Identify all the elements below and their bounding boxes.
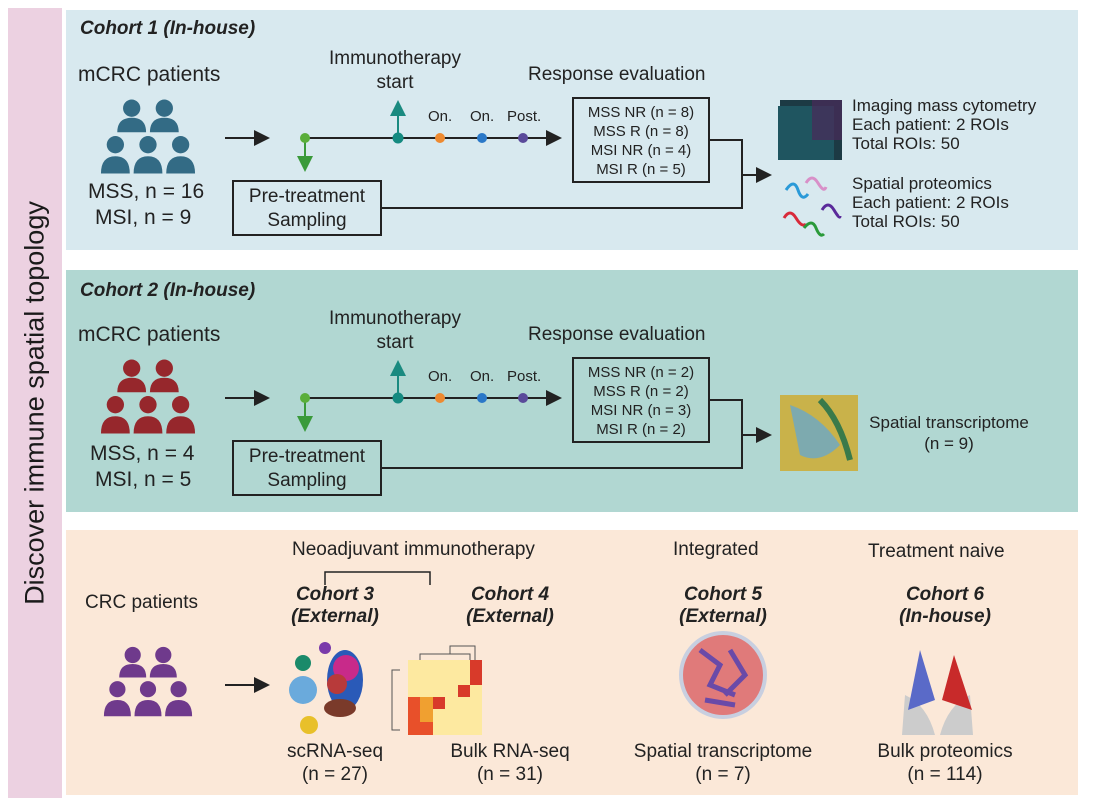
cohort5-title: Cohort 5 (External) (658, 584, 788, 628)
volcano-plot (902, 650, 973, 735)
n: (n = 7) (695, 764, 751, 785)
n: (n = 114) (907, 764, 983, 785)
sampling-label: Sampling (267, 210, 347, 231)
cohort5-label: Spatial transcriptome (n = 7) (618, 740, 828, 786)
label: Bulk proteomics (877, 741, 1013, 762)
immuno-start-label: Immunotherapy start (315, 47, 475, 95)
pre-label: Pre-treatment (248, 186, 366, 207)
bottom-panel (66, 530, 1078, 795)
neo-label: Neoadjuvant immunotherapy (292, 539, 535, 560)
label: scRNA-seq (286, 741, 384, 762)
naive-label: Treatment naive (868, 541, 1005, 562)
response-groups-box: MSS NR (n = 8) MSS R (n = 8) MSI NR (n = 4… (572, 97, 710, 183)
on2: On. (470, 368, 495, 385)
on1: On. (428, 368, 453, 385)
cohort2-patients: mCRC patients (78, 323, 221, 346)
title: Cohort 6 (905, 584, 985, 605)
pre-label: Pre-treatment (248, 446, 366, 467)
label: Bulk RNA-seq (450, 741, 570, 762)
bottom-flow (103, 571, 973, 735)
group: MSS NR (n = 2) (587, 364, 695, 381)
sampling-label: Sampling (267, 470, 347, 491)
group: MSS R (n = 8) (593, 123, 689, 140)
sp-text: Spatial proteomics Each patient: 2 ROIs To… (852, 174, 1009, 231)
imc-text: Imaging mass cytometry Each patient: 2 RO… (852, 96, 1036, 153)
cohort1-patients: mCRC patients (78, 63, 221, 86)
group: MSS NR (n = 8) (587, 104, 695, 121)
heatmap (391, 645, 482, 735)
sp-line: Each patient: 2 ROIs (852, 193, 1009, 212)
title: Cohort 5 (683, 584, 763, 605)
cohort1-mss: MSS, n = 16 (88, 180, 205, 203)
title: Cohort 4 (470, 584, 550, 605)
group: MSI NR (n = 3) (590, 402, 692, 419)
cohort6-title: Cohort 6 (In-house) (880, 584, 1010, 628)
label: Spatial transcriptome (633, 741, 813, 762)
cohort1-flow (100, 99, 842, 237)
start-label: start (376, 72, 414, 93)
spatial-spot-plot (679, 631, 767, 719)
group: MSS R (n = 2) (593, 383, 689, 400)
patients-icon (100, 99, 196, 174)
cohort2-mss: MSS, n = 4 (90, 442, 195, 465)
sp-line: Spatial proteomics (852, 174, 992, 193)
cohort4-label: Bulk RNA-seq (n = 31) (430, 740, 590, 786)
immuno-label: Immunotherapy (328, 308, 461, 329)
pretreatment-box: Pre-treatment Sampling (232, 180, 382, 236)
cohort3-title: Cohort 3 (External) (270, 584, 400, 628)
cohort1-msi: MSI, n = 9 (95, 206, 192, 229)
sub: (In-house) (899, 606, 991, 627)
patients-icon (100, 359, 196, 434)
n: (n = 31) (476, 764, 543, 785)
group: MSI R (n = 5) (596, 161, 686, 178)
title: Cohort 3 (295, 584, 375, 605)
cohort4-title: Cohort 4 (External) (445, 584, 575, 628)
response-groups-box: MSS NR (n = 2) MSS R (n = 2) MSI NR (n = 3… (572, 357, 710, 443)
start-label: start (376, 332, 414, 353)
crc-patients: CRC patients (85, 592, 198, 613)
immuno-label: Immunotherapy (328, 48, 461, 69)
immuno-start-label: Immunotherapy start (315, 307, 475, 355)
imc-line: Imaging mass cytometry (852, 96, 1037, 115)
sub: (External) (291, 606, 379, 627)
pretreatment-box: Pre-treatment Sampling (232, 440, 382, 496)
sub: (External) (466, 606, 554, 627)
patients-icon (103, 646, 193, 717)
cohort1-title: Cohort 1 (In-house) (80, 18, 256, 39)
cohort3-label: scRNA-seq (n = 27) (270, 740, 400, 786)
cohort2-msi: MSI, n = 5 (95, 468, 192, 491)
on1: On. (428, 108, 453, 125)
cohort2-title: Cohort 2 (In-house) (80, 280, 256, 301)
sp-line: Total ROIs: 50 (852, 212, 960, 231)
response-label: Response evaluation (528, 64, 706, 85)
st-text: Spatial transcriptome (n = 9) (864, 412, 1034, 454)
sub: (External) (679, 606, 767, 627)
on2: On. (470, 108, 495, 125)
group: MSI R (n = 2) (596, 421, 686, 438)
st-label: Spatial transcriptome (869, 413, 1029, 432)
cohort2-flow (100, 359, 858, 471)
n: (n = 27) (301, 764, 368, 785)
cohort6-label: Bulk proteomics (n = 114) (860, 740, 1030, 786)
group: MSI NR (n = 4) (590, 142, 692, 159)
post: Post. (507, 368, 542, 385)
post: Post. (507, 108, 542, 125)
response-label: Response evaluation (528, 324, 706, 345)
imc-line: Each patient: 2 ROIs (852, 115, 1009, 134)
imc-line: Total ROIs: 50 (852, 134, 960, 153)
side-banner: Discover immune spatial topology (8, 8, 62, 798)
st-n: (n = 9) (924, 434, 974, 453)
integrated-label: Integrated (673, 539, 759, 560)
umap-plot (289, 642, 363, 734)
